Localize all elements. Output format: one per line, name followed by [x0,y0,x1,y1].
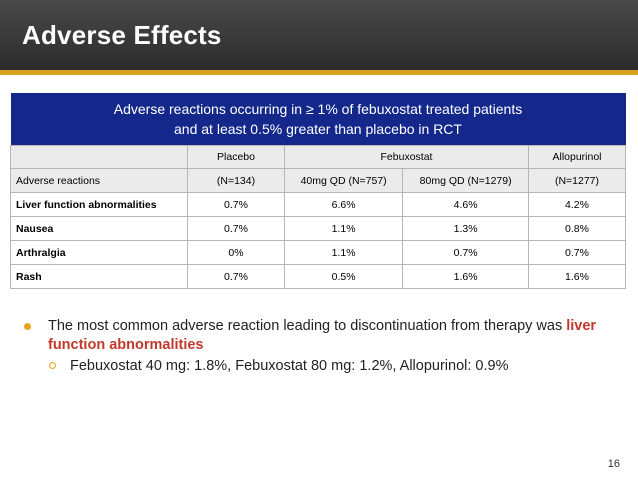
row-label: Arthralgia [10,240,188,265]
caption-line-1: Adverse reactions occurring in ≥ 1% of f… [113,101,523,117]
bullet-item: The most common adverse reaction leading… [22,317,622,355]
table-cell: 6.6% [283,192,404,217]
header-allopurinol: Allopurinol [528,145,626,169]
header-col-1: (N=134) [187,168,285,193]
table-cell: 0.7% [528,240,626,265]
bullet-list: The most common adverse reaction leading… [22,317,622,376]
table-cell: 0% [187,240,285,265]
table-cell: 0.7% [187,192,285,217]
bullet-highlight: liver function abnormalities [48,318,597,353]
bullet-text: The most common adverse reaction leading… [48,318,563,334]
row-label: Nausea [10,216,188,241]
table-cell: 0.7% [402,240,529,265]
group-header-row: Placebo Febuxostat Allopurinol [10,145,626,169]
table-cell: 4.2% [528,192,626,217]
table-caption-row: Adverse reactions occurring in ≥ 1% of f… [10,93,626,146]
table-cell: 4.6% [402,192,529,217]
table-row: Rash 0.7% 0.5% 1.6% 1.6% [10,264,626,289]
header-col-4: (N=1277) [528,168,626,193]
table-cell: 0.7% [187,216,285,241]
header-placebo: Placebo [187,145,285,169]
title-bar: Adverse Effects [0,0,638,70]
accent-divider [0,70,638,75]
empty-header-cell [10,145,188,169]
table-cell: 1.6% [528,264,626,289]
caption-line-2: and at least 0.5% greater than placebo i… [174,121,462,137]
table-row: Nausea 0.7% 1.1% 1.3% 0.8% [10,216,626,241]
sub-bullet-item: Febuxostat 40 mg: 1.8%, Febuxostat 80 mg… [22,357,622,376]
header-febuxostat: Febuxostat [284,145,529,169]
table-caption: Adverse reactions occurring in ≥ 1% of f… [10,93,626,146]
table-row: Liver function abnormalities 0.7% 6.6% 4… [10,192,626,217]
header-col-2: 40mg QD (N=757) [283,168,404,193]
table-cell: 0.7% [187,264,285,289]
row-label: Liver function abnormalities [10,192,188,217]
slide-title: Adverse Effects [22,20,222,50]
table-cell: 1.3% [402,216,529,241]
header-adverse-reactions: Adverse reactions [10,168,188,193]
table-row: Arthralgia 0% 1.1% 0.7% 0.7% [10,240,626,265]
table-cell: 1.1% [283,240,404,265]
table-cell: 1.1% [283,216,404,241]
page-number: 16 [607,458,620,470]
table-cell: 1.6% [402,264,529,289]
bullet-dot-icon [24,323,31,330]
table-cell: 0.5% [283,264,404,289]
sub-bullet-ring-icon [49,362,56,369]
adverse-reactions-table: Adverse reactions occurring in ≥ 1% of f… [10,93,626,289]
row-label: Rash [10,264,188,289]
header-col-3: 80mg QD (N=1279) [402,168,529,193]
column-header-row: Adverse reactions (N=134) 40mg QD (N=757… [10,168,626,193]
table-cell: 0.8% [528,216,626,241]
sub-bullet-text: Febuxostat 40 mg: 1.8%, Febuxostat 80 mg… [70,358,509,374]
